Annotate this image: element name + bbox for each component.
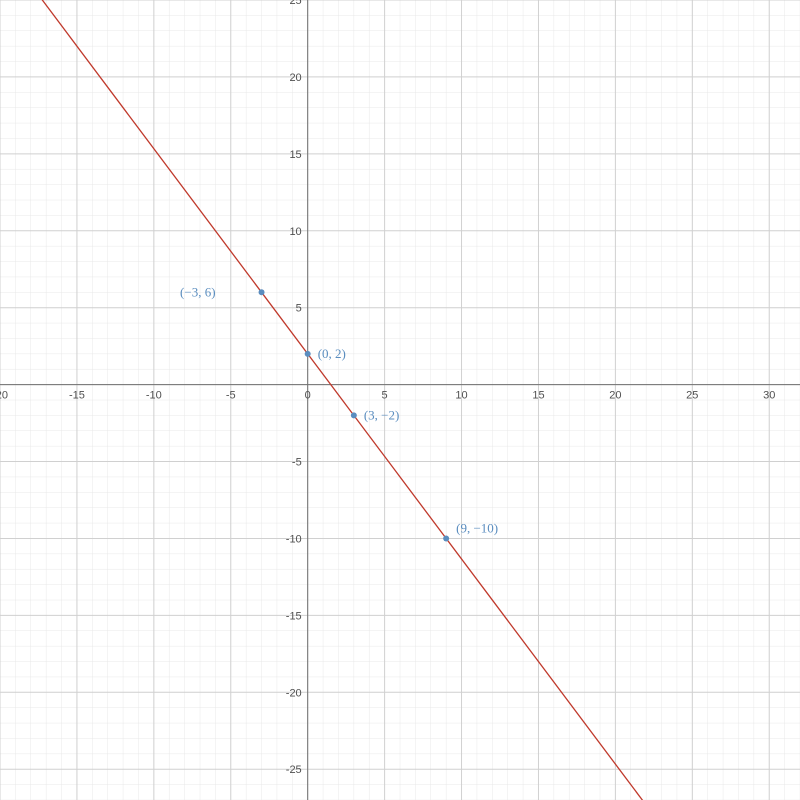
data-point	[443, 535, 449, 541]
y-tick-label: 10	[289, 226, 301, 238]
data-point	[351, 412, 357, 418]
point-label: (−3, 6)	[180, 284, 216, 299]
point-label: (0, 2)	[318, 346, 346, 361]
y-tick-label: -25	[286, 764, 302, 776]
y-tick-label: -10	[286, 533, 302, 545]
x-tick-label: -15	[69, 390, 85, 402]
x-tick-label: 30	[763, 390, 775, 402]
x-tick-label: 5	[382, 390, 388, 402]
x-tick-label: 25	[686, 390, 698, 402]
y-tick-label: 25	[289, 0, 301, 7]
x-tick-label: -10	[146, 390, 162, 402]
x-tick-label: -20	[0, 390, 8, 402]
y-tick-label: 20	[289, 72, 301, 84]
data-point	[305, 351, 311, 357]
x-tick-label: 10	[455, 390, 467, 402]
point-label: (3, −2)	[364, 407, 400, 422]
y-tick-label: -20	[286, 687, 302, 699]
x-tick-label: -5	[226, 390, 236, 402]
point-label: (9, −10)	[456, 520, 498, 535]
y-tick-label: 15	[289, 149, 301, 161]
data-point	[259, 289, 265, 295]
x-tick-label: 20	[609, 390, 621, 402]
y-tick-label: -5	[292, 457, 302, 469]
x-tick-label: 0	[305, 390, 311, 402]
y-tick-label: 5	[296, 303, 302, 315]
graph-svg: -20 -15 -10 -5 0 5 10 15 20 25 30 -25 -20 -15 -10 -5 5 10…	[0, 0, 800, 800]
y-tick-label: -15	[286, 610, 302, 622]
x-tick-label: 15	[532, 390, 544, 402]
coordinate-graph: -20 -15 -10 -5 0 5 10 15 20 25 30 -25 -20 -15 -10 -5 5 10…	[0, 0, 800, 800]
